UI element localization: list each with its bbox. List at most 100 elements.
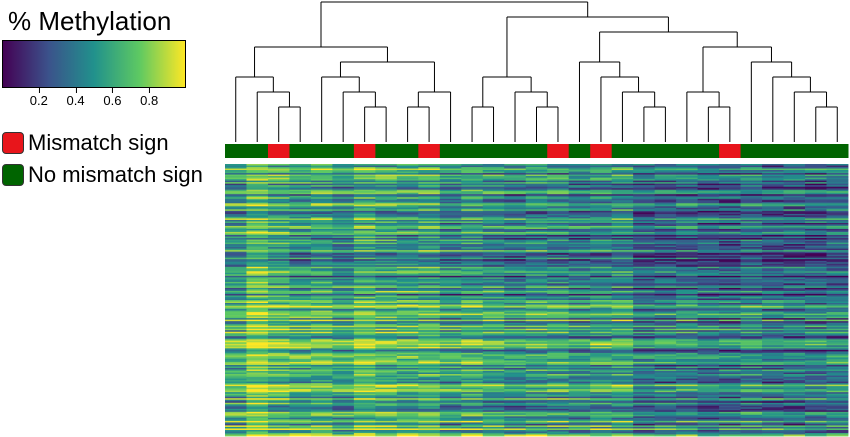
heatmap-cell <box>611 358 634 361</box>
heatmap-cell <box>719 286 741 289</box>
heatmap-cell <box>676 417 699 420</box>
heatmap-cell <box>225 352 247 355</box>
heatmap-cell <box>547 278 570 281</box>
heatmap-cell <box>482 272 505 275</box>
heatmap-cell <box>633 425 656 428</box>
heatmap-cell <box>762 235 784 237</box>
heatmap-cell <box>654 263 677 266</box>
heatmap-cell <box>461 331 484 334</box>
heatmap-cell <box>353 339 376 342</box>
heatmap-cell <box>719 283 741 286</box>
heatmap-cell <box>654 363 677 366</box>
heatmap-cell <box>568 221 591 224</box>
heatmap-cell <box>547 355 570 358</box>
heatmap-cell <box>225 209 247 212</box>
heatmap-cell <box>482 434 505 437</box>
heatmap-cell <box>740 251 763 254</box>
heatmap-cell <box>289 186 312 189</box>
heatmap-cell <box>762 380 784 382</box>
heatmap-cell <box>439 254 462 257</box>
heatmap-cell <box>246 434 269 437</box>
heatmap-cell <box>418 165 441 168</box>
heatmap-cell <box>762 414 784 417</box>
heatmap-cell <box>633 244 656 246</box>
heatmap-cell <box>310 185 333 188</box>
heatmap-cell <box>439 405 462 408</box>
heatmap-cell <box>225 384 247 387</box>
heatmap-cell <box>225 278 247 281</box>
heatmap-cell <box>461 351 484 354</box>
heatmap-cell <box>418 301 441 304</box>
heatmap-cell <box>783 247 806 250</box>
heatmap-cell <box>547 188 570 191</box>
heatmap-cell <box>783 272 806 275</box>
heatmap-cell <box>267 271 290 274</box>
heatmap-cell <box>353 381 376 384</box>
heatmap-cell <box>375 262 398 265</box>
heatmap-cell <box>719 212 741 215</box>
heatmap-cell <box>633 301 656 304</box>
heatmap-cell <box>289 278 312 281</box>
heatmap-cell <box>418 401 441 404</box>
heatmap-cell <box>375 346 398 349</box>
heatmap-cell <box>225 298 247 301</box>
heatmap-cell <box>353 411 376 414</box>
heatmap-cell <box>418 268 441 271</box>
heatmap-cell <box>762 268 784 271</box>
heatmap-cell <box>633 219 656 222</box>
heatmap-cell <box>697 251 720 254</box>
heatmap-cell <box>461 334 484 337</box>
heatmap-cell <box>375 339 398 342</box>
heatmap-cell <box>396 257 419 260</box>
heatmap-cell <box>482 164 505 166</box>
heatmap-cell <box>332 173 355 175</box>
heatmap-cell <box>547 167 570 169</box>
heatmap-cell <box>719 346 741 349</box>
heatmap-cell <box>762 325 784 328</box>
heatmap-cell <box>418 372 441 375</box>
heatmap-cell <box>525 257 548 260</box>
heatmap-cell <box>783 292 806 295</box>
heatmap-cell <box>418 381 441 384</box>
heatmap-cell <box>461 221 484 224</box>
heatmap-cell <box>590 410 613 413</box>
heatmap-cell <box>375 251 398 254</box>
heatmap-cell <box>461 274 484 277</box>
heatmap-cell <box>547 425 570 428</box>
heatmap-cell <box>267 251 290 254</box>
heatmap-cell <box>246 358 269 361</box>
heatmap-cell <box>439 360 462 363</box>
heatmap-cell <box>633 429 656 432</box>
heatmap-cell <box>267 423 290 426</box>
heatmap-cell <box>246 274 269 277</box>
heatmap-cell <box>267 254 290 257</box>
heatmap-cell <box>547 168 570 171</box>
heatmap-cell <box>654 275 677 278</box>
heatmap-cell <box>740 420 763 423</box>
heatmap-cell <box>225 165 247 168</box>
heatmap-cell <box>590 239 613 242</box>
heatmap-cell <box>783 393 806 396</box>
heatmap-cell <box>676 304 699 307</box>
heatmap-cell <box>418 360 441 363</box>
heatmap-cell <box>590 360 613 363</box>
heatmap-cell <box>547 381 570 384</box>
heatmap-cell <box>633 414 656 417</box>
heatmap-cell <box>267 287 290 290</box>
heatmap-cell <box>353 331 376 334</box>
heatmap-cell <box>762 263 784 266</box>
heatmap-cell <box>783 399 806 402</box>
heatmap-cell <box>461 402 484 405</box>
heatmap-cell <box>719 419 741 422</box>
heatmap-cell <box>310 174 333 177</box>
heatmap-cell <box>332 251 355 254</box>
heatmap-cell <box>418 228 441 231</box>
heatmap-cell <box>418 364 441 367</box>
heatmap-cell <box>654 428 677 431</box>
heatmap-cell <box>310 396 333 399</box>
heatmap-cell <box>225 235 247 237</box>
heatmap-cell <box>310 262 333 265</box>
heatmap-cell <box>375 224 398 227</box>
heatmap-cell <box>740 343 763 346</box>
heatmap-cell <box>676 266 699 269</box>
